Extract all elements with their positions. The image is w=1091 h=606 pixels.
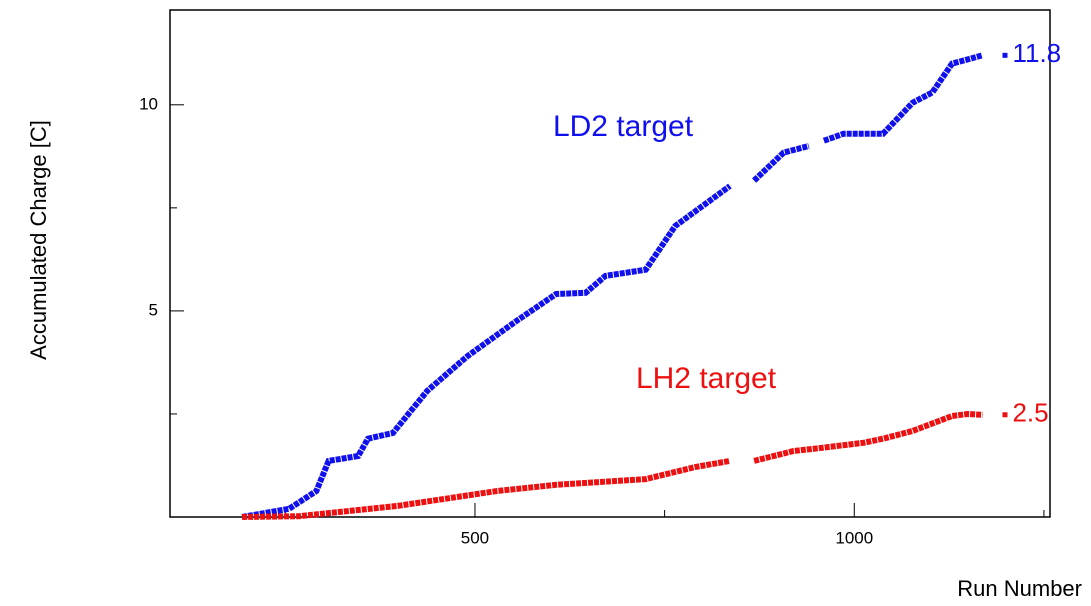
series-annotation: LD2 target bbox=[553, 110, 694, 143]
plot-frame bbox=[169, 9, 1051, 518]
y-tick-label: 5 bbox=[149, 300, 158, 319]
end-label: 11.8 bbox=[1012, 38, 1061, 68]
y-axis-title: Accumulated Charge [C] bbox=[26, 120, 51, 360]
series-line bbox=[241, 52, 984, 520]
y-tick-label: 10 bbox=[139, 94, 158, 113]
x-tick-label: 1000 bbox=[835, 528, 873, 547]
series-line bbox=[242, 410, 983, 520]
x-tick-label: 500 bbox=[461, 528, 489, 547]
x-axis-title: Run Number bbox=[957, 576, 1082, 601]
end-label: 2.5 bbox=[1012, 398, 1048, 428]
end-marker bbox=[1002, 52, 1008, 58]
series-annotation: LH2 target bbox=[636, 362, 777, 395]
end-marker bbox=[1002, 412, 1008, 418]
